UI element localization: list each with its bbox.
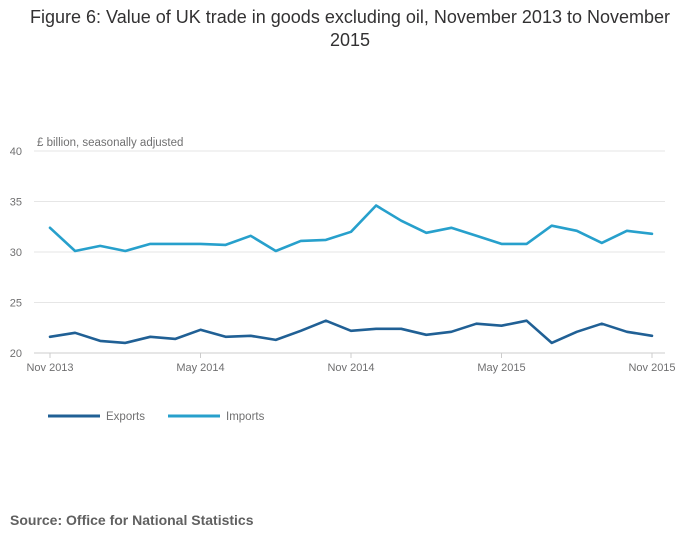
y-tick-label-40: 40 <box>10 146 22 158</box>
legend-label-exports: Exports <box>106 411 145 423</box>
series-line-imports <box>48 204 654 253</box>
series-line-exports <box>48 319 654 345</box>
y-axis-ticks: 20 25 30 35 40 <box>10 146 22 360</box>
y-tick-label-20: 20 <box>10 348 22 360</box>
y-axis-unit-label: £ billion, seasonally adjusted <box>37 137 183 149</box>
source-note: Source: Office for National Statistics <box>10 512 254 528</box>
y-tick-label-35: 35 <box>10 197 22 209</box>
x-axis-ticks: Nov 2013 May 2014 Nov 2014 May 2015 Nov 2015 <box>26 353 676 374</box>
x-tick-label: Nov 2014 <box>327 362 374 374</box>
chart-title: Figure 6: Value of UK trade in goods exc… <box>29 7 671 50</box>
series-lines <box>48 204 654 345</box>
legend: Exports Imports <box>48 411 265 423</box>
y-tick-label-25: 25 <box>10 298 22 310</box>
x-tick-label: Nov 2015 <box>628 362 675 374</box>
x-tick-label: Nov 2013 <box>26 362 73 374</box>
legend-label-imports: Imports <box>226 411 265 423</box>
grid-lines <box>34 150 665 303</box>
x-tick-label: May 2014 <box>176 362 224 374</box>
y-tick-label-30: 30 <box>10 247 22 259</box>
x-tick-label: May 2015 <box>477 362 525 374</box>
